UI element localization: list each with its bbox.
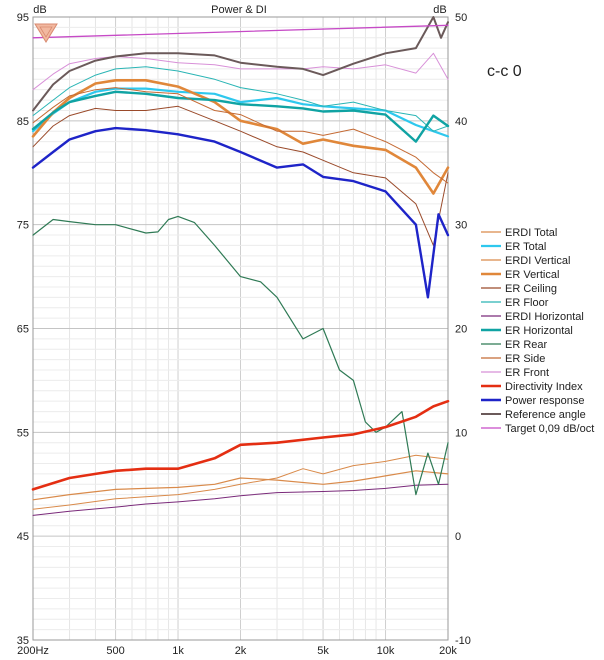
- x-tick-label: 500: [106, 645, 124, 657]
- series-line-er-rear: [32, 215, 449, 496]
- y-tick-label-right: -10: [455, 635, 471, 647]
- y-tick-label-left: 95: [17, 12, 29, 24]
- y-tick-label-right: 30: [455, 220, 467, 232]
- series-line-er-ceiling: [32, 105, 449, 246]
- legend-label-target-0-09-db-oct: Target 0,09 dB/oct: [505, 423, 594, 435]
- series-line-er-floor: [32, 66, 449, 132]
- y-tick-label-right: 50: [455, 12, 467, 24]
- y-tick-label-right: 0: [455, 531, 461, 543]
- y-tick-label-left: 75: [17, 220, 29, 232]
- y-tick-label-right: 10: [455, 427, 467, 439]
- series-layer: [31, 16, 450, 516]
- legend: ERDI Total ER Total ERDI Vertical ER Vertic…: [481, 227, 594, 435]
- y-tick-label-left: 55: [17, 427, 29, 439]
- legend-label-erdi-total: ERDI Total: [505, 227, 557, 239]
- series-line-er-front: [32, 52, 449, 91]
- y-tick-label-left: 85: [17, 116, 29, 128]
- y-tick-label-left: 35: [17, 635, 29, 647]
- legend-label-er-floor: ER Floor: [505, 297, 549, 309]
- series-line-erdi-vertical: [32, 454, 449, 510]
- series-line-target-0-09-db-oct: [32, 24, 449, 39]
- series-line-reference-angle: [32, 16, 449, 112]
- legend-label-directivity-index: Directivity Index: [505, 381, 583, 393]
- legend-label-er-rear: ER Rear: [505, 339, 548, 351]
- legend-label-er-side: ER Side: [505, 353, 545, 365]
- x-tick-label: 5k: [317, 645, 329, 657]
- legend-label-er-vertical: ER Vertical: [505, 269, 559, 281]
- right-axis-unit: dB: [433, 4, 446, 16]
- x-tick-label: 20k: [439, 645, 457, 657]
- series-line-directivity-index: [31, 399, 450, 491]
- x-tick-label: 10k: [377, 645, 395, 657]
- axis-labels: 95 85 75 65 55 45 35 50 40 30 20 10 0 -10 200Hz 500 1k 2k…: [17, 12, 471, 657]
- series-line-erdi-total: [32, 470, 449, 501]
- legend-label-erdi-horizontal: ERDI Horizontal: [505, 311, 584, 323]
- series-line-erdi-horizontal: [32, 483, 449, 516]
- y-tick-label-left: 45: [17, 531, 29, 543]
- legend-label-er-front: ER Front: [505, 367, 549, 379]
- legend-label-erdi-vertical: ERDI Vertical: [505, 255, 570, 267]
- series-line-power-response: [31, 126, 450, 299]
- plot-frame: [32, 16, 449, 641]
- left-axis-unit: dB: [33, 4, 46, 16]
- y-tick-label-left: 65: [17, 324, 29, 336]
- y-tick-label-right: 20: [455, 324, 467, 336]
- legend-label-power-response: Power response: [505, 395, 585, 407]
- chart-annotation: c-c 0: [487, 63, 522, 80]
- series-line-er-total: [31, 87, 450, 138]
- series-line-er-side: [32, 87, 449, 184]
- legend-label-er-horizontal: ER Horizontal: [505, 325, 573, 337]
- y-tick-label-right: 40: [455, 116, 467, 128]
- x-tick-label: 2k: [235, 645, 247, 657]
- legend-label-reference-angle: Reference angle: [505, 409, 586, 421]
- chart-title: Power & DI: [211, 4, 267, 16]
- legend-label-er-total: ER Total: [505, 241, 546, 253]
- legend-label-er-ceiling: ER Ceiling: [505, 283, 557, 295]
- series-line-er-vertical: [31, 79, 450, 195]
- series-line-er-horizontal: [31, 90, 450, 143]
- x-tick-label: 1k: [172, 645, 184, 657]
- x-tick-label: 200Hz: [17, 645, 49, 657]
- axes: [32, 16, 449, 641]
- logo-icon: [34, 23, 58, 43]
